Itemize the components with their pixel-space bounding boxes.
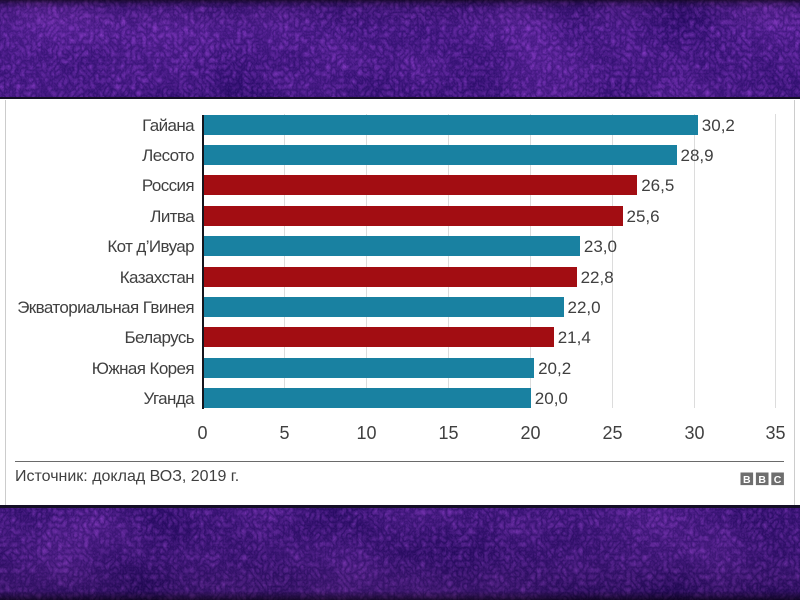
svg-text:B: B	[758, 474, 766, 486]
svg-text:C: C	[774, 474, 782, 486]
svg-text:B: B	[743, 474, 751, 486]
